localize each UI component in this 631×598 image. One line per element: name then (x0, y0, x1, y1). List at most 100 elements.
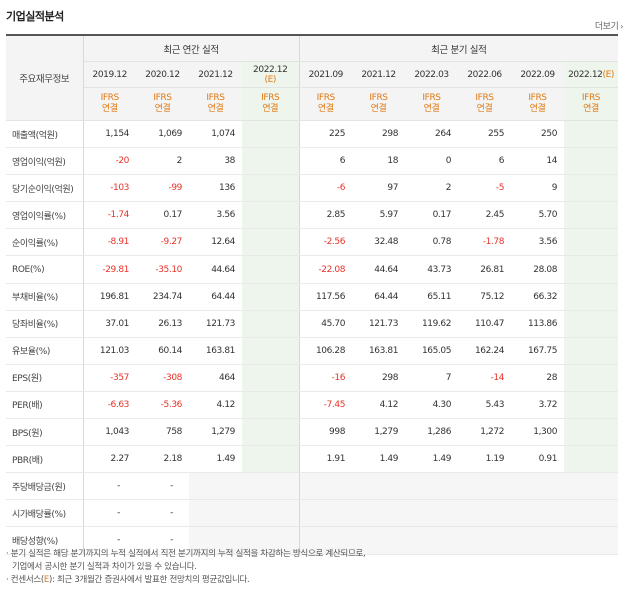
annual-value-cell: -8.91 (83, 228, 136, 257)
more-link[interactable]: 더보기 › (595, 19, 624, 32)
quarter-value-cell: 4.30 (405, 391, 459, 420)
quarter-value-cell: 5.43 (458, 391, 512, 420)
quarter-value-cell (298, 499, 353, 528)
quarter-value-cell: 1,300 (511, 418, 565, 447)
annual-value-cell: - (83, 499, 136, 528)
quarter-value-cell: 0.17 (405, 201, 459, 230)
annual-value-cell: -6.63 (83, 391, 136, 420)
quarter-value-cell (564, 445, 619, 474)
quarter-value-cell: -7.45 (298, 391, 353, 420)
annual-value-cell (242, 310, 300, 338)
annual-value-cell: - (136, 472, 189, 501)
quarter-value-cell (564, 526, 619, 555)
annual-value-cell: - (83, 526, 136, 555)
table-row: 주당배당금(원) - - (6, 472, 619, 501)
quarter-value-cell (511, 499, 565, 528)
basis-header: IFRS 연결 (405, 87, 459, 121)
quarter-period-header: 2022.06 (458, 61, 512, 88)
quarter-value-cell (458, 499, 512, 528)
quarter-value-cell: -16 (298, 364, 353, 392)
quarter-value-cell: 110.47 (458, 310, 512, 338)
row-label: 유보율(%) (6, 337, 84, 365)
annual-value-cell (242, 120, 300, 149)
quarter-value-cell: -1.78 (458, 228, 512, 257)
annual-value-cell: -99 (136, 174, 189, 203)
annual-value-cell: -308 (136, 364, 189, 392)
quarter-value-cell: 1,286 (405, 418, 459, 447)
annual-value-cell: -20 (83, 147, 136, 176)
basis-header: IFRS 연결 (136, 87, 189, 121)
annual-value-cell (242, 228, 300, 257)
basis-header: IFRS 연결 (352, 87, 406, 121)
quarter-value-cell (458, 526, 512, 555)
quarter-value-cell: 26.81 (458, 255, 512, 284)
quarter-value-cell: 165.05 (405, 337, 459, 365)
basis-header: IFRS 연결 (458, 87, 512, 121)
basis-header: IFRS 연결 (511, 87, 565, 121)
quarter-value-cell (564, 418, 619, 447)
annual-value-cell: 2 (136, 147, 189, 176)
annual-value-cell: 1.49 (189, 445, 242, 474)
quarter-value-cell: 32.48 (352, 228, 406, 257)
annual-value-cell: - (83, 472, 136, 501)
quarter-value-cell: 18 (352, 147, 406, 176)
quarter-value-cell: -5 (458, 174, 512, 203)
row-label: 매출액(억원) (6, 120, 84, 149)
row-label: 당기순이익(억원) (6, 174, 84, 203)
quarter-value-cell: 9 (511, 174, 565, 203)
annual-value-cell: 1,074 (189, 120, 242, 149)
quarter-value-cell: 28 (511, 364, 565, 392)
annual-value-cell: 163.81 (189, 337, 242, 365)
quarter-value-cell: 1.49 (405, 445, 459, 474)
quarter-value-cell: 28.08 (511, 255, 565, 284)
quarter-value-cell: 97 (352, 174, 406, 203)
quarter-value-cell: 1.49 (352, 445, 406, 474)
quarter-value-cell: -14 (458, 364, 512, 392)
estimate-mark: (E) (264, 74, 277, 85)
note-2: 기업에서 공시한 분기 실적과 차이가 있을 수 있습니다. (12, 562, 197, 572)
quarter-value-cell: 250 (511, 120, 565, 149)
quarter-value-cell: 225 (298, 120, 353, 149)
table-row: EPS(원) -357 -308 464 -16 298 7 -14 28 (6, 364, 619, 392)
annual-value-cell: -103 (83, 174, 136, 203)
basis-bottom: 연결 (101, 104, 118, 114)
quarter-value-cell: 64.44 (352, 283, 406, 311)
annual-value-cell: 38 (189, 147, 242, 176)
quarter-value-cell: 119.62 (405, 310, 459, 338)
annual-value-cell (242, 418, 300, 447)
quarter-value-cell: 113.86 (511, 310, 565, 338)
quarter-value-cell: 6 (458, 147, 512, 176)
basis-header: IFRS 연결 (83, 87, 136, 121)
annual-value-cell (242, 147, 300, 176)
annual-value-cell: 2.27 (83, 445, 136, 474)
annual-value-cell: 60.14 (136, 337, 189, 365)
annual-period-header: 2021.12 (189, 61, 242, 88)
quarter-value-cell: 106.28 (298, 337, 353, 365)
basis-top: IFRS (369, 93, 388, 103)
basis-header: IFRS 연결 (242, 87, 300, 121)
quarter-value-cell (564, 499, 619, 528)
quarter-value-cell (564, 337, 619, 365)
annual-value-cell: 136 (189, 174, 242, 203)
basis-header: IFRS 연결 (189, 87, 242, 121)
annual-value-cell: 758 (136, 418, 189, 447)
quarter-value-cell: 0.91 (511, 445, 565, 474)
table-row: ROE(%) -29.81 -35.10 44.64 -22.08 44.64 43.73 2… (6, 255, 619, 284)
quarter-value-cell: 264 (405, 120, 459, 149)
annual-period-header: 2022.12 (E) (242, 61, 300, 88)
row-label: 주당배당금(원) (6, 472, 84, 501)
annual-period-header: 2019.12 (83, 61, 136, 88)
quarter-value-cell (564, 174, 619, 203)
row-label: BPS(원) (6, 418, 84, 447)
table-row: 배당성향(%) - - (6, 526, 619, 555)
annual-value-cell: 121.73 (189, 310, 242, 338)
annual-value-cell: 234.74 (136, 283, 189, 311)
quarter-value-cell (564, 364, 619, 392)
annual-value-cell: -35.10 (136, 255, 189, 284)
basis-bottom: 연결 (207, 104, 224, 114)
footnotes: · 분기 실적은 해당 분기까지의 누적 실적에서 직전 분기까지의 누적 실적… (6, 548, 366, 587)
quarter-value-cell (405, 526, 459, 555)
table-row: PBR(배) 2.27 2.18 1.49 1.91 1.49 1.49 1.19 0.91 (6, 445, 619, 474)
quarter-value-cell: 3.72 (511, 391, 565, 420)
quarter-value-cell (352, 472, 406, 501)
